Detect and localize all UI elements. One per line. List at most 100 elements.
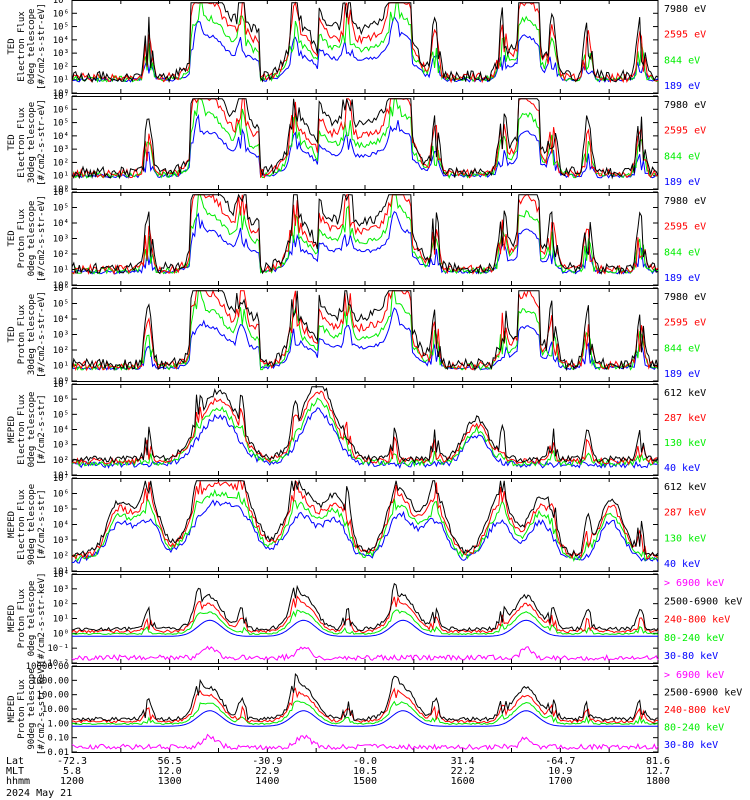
- series-trace-1: [71, 193, 659, 275]
- series-trace-2: [71, 289, 659, 372]
- legend-entry: 7980 eV: [664, 196, 706, 207]
- y-tick-label: 10²: [53, 456, 69, 466]
- y-axis-label: MEPEDElectron Flux90deg telescope[#/cm2-…: [7, 484, 47, 565]
- y-axis-label-line: MEPED: [7, 416, 17, 443]
- y-tick-label: 0.10: [47, 734, 69, 744]
- x-row-label-lat: Lat: [6, 756, 24, 767]
- series-trace-2: [71, 479, 659, 560]
- y-axis-label-line: 0deg telescope: [27, 581, 37, 657]
- y-tick-label: 10³: [53, 441, 69, 451]
- y-tick-label: 10⁶: [53, 395, 69, 405]
- y-tick-label: 10⁶: [53, 284, 69, 294]
- series-trace-2: [71, 582, 659, 632]
- y-axis-label-line: 30deg telescope: [27, 294, 37, 375]
- x-tick-lat: -64.7: [545, 756, 575, 767]
- legend-entry: 612 keV: [664, 388, 706, 399]
- y-tick-label: 10⁰: [53, 629, 69, 639]
- legend-entry: 240-800 keV: [664, 705, 730, 716]
- legend-entry: 2595 eV: [664, 222, 706, 233]
- x-tick-hhmm: 1200: [60, 776, 84, 787]
- y-tick-label: 10⁷: [53, 92, 69, 102]
- y-axis-label-line: Electron Flux: [17, 394, 27, 465]
- y-axis-label: TEDProton Flux0deg telescope[#/cm2-s-str…: [7, 195, 47, 282]
- x-tick-lat: 31.4: [451, 756, 475, 767]
- legend-entry: 844 eV: [664, 247, 700, 258]
- series-trace-1: [71, 386, 659, 464]
- x-tick-hhmm: 1800: [646, 776, 670, 787]
- legend-entry: 287 keV: [664, 413, 706, 424]
- y-tick-label: 10⁻²: [47, 659, 69, 669]
- x-row-label-mlt: MLT: [6, 766, 24, 777]
- series-trace-4: [71, 700, 659, 726]
- panel-frame: [71, 666, 659, 753]
- x-tick-mlt: 22.2: [451, 766, 475, 777]
- series-trace-4: [71, 609, 659, 636]
- y-tick-label: 1000.00: [31, 676, 69, 686]
- y-tick-label: 10⁵: [53, 505, 69, 515]
- y-tick-label: 10⁷: [53, 474, 69, 484]
- y-tick-label: 10¹: [53, 172, 69, 182]
- panel-frame: [71, 192, 659, 286]
- y-axis-label-line: MEPED: [7, 605, 17, 632]
- legend-entry: 40 keV: [664, 559, 700, 570]
- y-tick-label: 10⁰: [53, 89, 69, 99]
- y-tick-label: 10⁵: [53, 300, 69, 310]
- legend-entry: 2595 eV: [664, 30, 706, 41]
- y-axis-label-line: Electron Flux: [17, 107, 27, 178]
- series-trace-4: [71, 499, 659, 564]
- x-tick-mlt: 12.7: [646, 766, 670, 777]
- y-axis-label-line: [#/cm2-s-str-eV]: [37, 195, 47, 282]
- series-trace-5: [72, 619, 658, 637]
- x-tick-mlt: 5.8: [63, 766, 81, 777]
- y-tick-label: 10³: [53, 145, 69, 155]
- series-trace-2: [71, 390, 659, 466]
- y-tick-label: 10¹: [53, 362, 69, 372]
- y-tick-label: 10000.00: [26, 662, 69, 672]
- series-trace-1: [71, 478, 659, 558]
- legend-entry: 189 eV: [664, 81, 700, 92]
- legend-entry: > 6900 keV: [664, 670, 724, 681]
- panel-5: 10¹ 10² 10³ 10⁴ 10⁵ 10⁶ 10⁷ MEPEDElectron Flux0…: [7, 380, 706, 481]
- series-trace-2: [71, 1, 659, 84]
- y-tick-label: 10⁴: [53, 219, 69, 229]
- y-tick-label: 10⁴: [53, 570, 69, 580]
- x-tick-mlt: 10.5: [353, 766, 377, 777]
- panel-frame: [71, 96, 659, 190]
- panel-4: 10⁰ 10¹ 10² 10³ 10⁴ 10⁵ 10⁶ TEDProton Flux30deg…: [7, 284, 706, 387]
- y-tick-label: 10²: [53, 552, 69, 562]
- y-axis-label-line: [#/cm2-s-str-eV]: [37, 99, 47, 186]
- y-tick-label: 10¹: [53, 76, 69, 86]
- legend-entry: 130 keV: [664, 533, 706, 544]
- y-tick-label: 1.00: [47, 719, 69, 729]
- y-tick-label: 10.00: [42, 705, 69, 715]
- y-tick-label: 10⁰: [53, 281, 69, 291]
- y-axis-label-line: TED: [7, 230, 17, 246]
- y-tick-label: 10⁴: [53, 521, 69, 531]
- y-tick-label: 100.00: [36, 691, 69, 701]
- y-axis-label: MEPEDProton Flux90deg telescope[#/cm2-s-…: [7, 663, 47, 755]
- legend-entry: 189 eV: [664, 273, 700, 284]
- legend-entry: 2595 eV: [664, 318, 706, 329]
- y-axis-label-line: MEPED: [7, 695, 17, 722]
- y-tick-label: 10³: [53, 49, 69, 59]
- series-trace-4: [71, 210, 659, 275]
- y-tick-label: 10⁻¹: [47, 644, 69, 654]
- y-axis-label-line: Proton Flux: [17, 304, 27, 364]
- x-tick-lat: -72.3: [57, 756, 87, 767]
- x-tick-mlt: 10.9: [548, 766, 572, 777]
- panel-2: 10⁰ 10¹ 10² 10³ 10⁴ 10⁵ 10⁶ 10⁷ TEDElectron Flux…: [7, 92, 706, 195]
- y-tick-label: 10⁶: [53, 9, 69, 19]
- y-tick-label: 10⁶: [53, 105, 69, 115]
- y-tick-label: 10⁵: [53, 410, 69, 420]
- series-trace-5: [72, 710, 658, 727]
- y-axis-label-line: 0deg telescope: [27, 392, 37, 468]
- x-tick-hhmm: 1600: [451, 776, 475, 787]
- legend-entry: 844 eV: [664, 55, 700, 66]
- series-trace-1: [71, 290, 659, 372]
- x-tick-lat: -0.0: [353, 756, 377, 767]
- y-tick-label: 10⁴: [53, 132, 69, 142]
- y-tick-label: 10⁶: [53, 188, 69, 198]
- x-tick-hhmm: 1700: [548, 776, 572, 787]
